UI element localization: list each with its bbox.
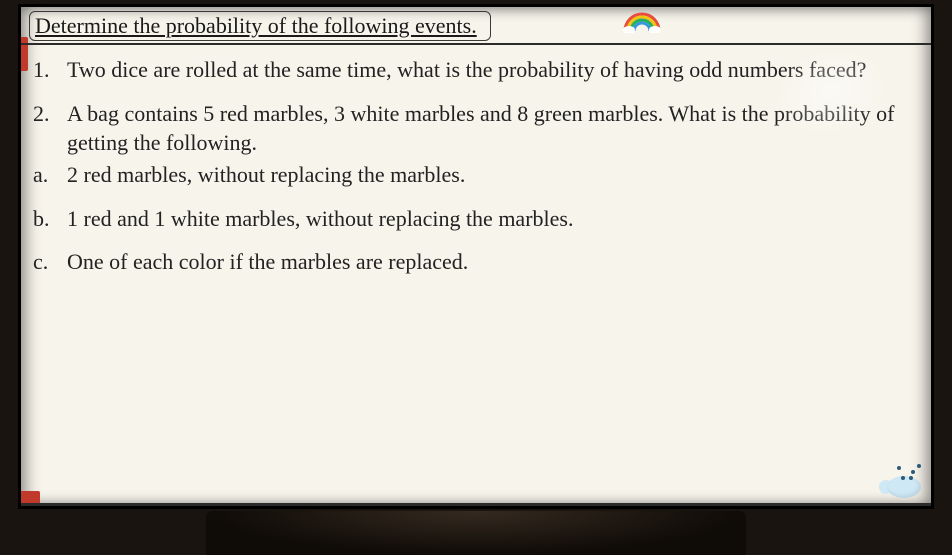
question-text: Two dice are rolled at the same time, wh… [67, 55, 901, 85]
subpart-text: 2 red marbles, without replacing the mar… [67, 160, 901, 190]
subpart-text: 1 red and 1 white marbles, without repla… [67, 204, 901, 234]
content-area: 1. Two dice are rolled at the same time,… [21, 45, 931, 285]
subpart-c: c. One of each color if the marbles are … [33, 247, 901, 277]
bottom-rule [21, 503, 931, 506]
rainbow-icon [623, 4, 661, 33]
subpart-letter: b. [33, 204, 67, 234]
subpart-letter: c. [33, 247, 67, 277]
subpart-a: a. 2 red marbles, without replacing the … [33, 160, 901, 190]
subpart-b: b. 1 red and 1 white marbles, without re… [33, 204, 901, 234]
question-number: 1. [33, 55, 67, 85]
question-number: 2. [33, 99, 67, 158]
header-row: Determine the probability of the followi… [21, 7, 931, 45]
slide-frame: Determine the probability of the followi… [18, 4, 934, 509]
subpart-text: One of each color if the marbles are rep… [67, 247, 901, 277]
question-1: 1. Two dice are rolled at the same time,… [33, 55, 901, 85]
question-2: 2. A bag contains 5 red marbles, 3 white… [33, 99, 901, 158]
accent-bar-bottom [18, 491, 40, 509]
cloud-character-icon [879, 468, 921, 500]
monitor-base [206, 511, 746, 555]
question-intro: A bag contains 5 red marbles, 3 white ma… [67, 99, 901, 158]
subpart-letter: a. [33, 160, 67, 190]
instruction-text: Determine the probability of the followi… [35, 13, 477, 38]
